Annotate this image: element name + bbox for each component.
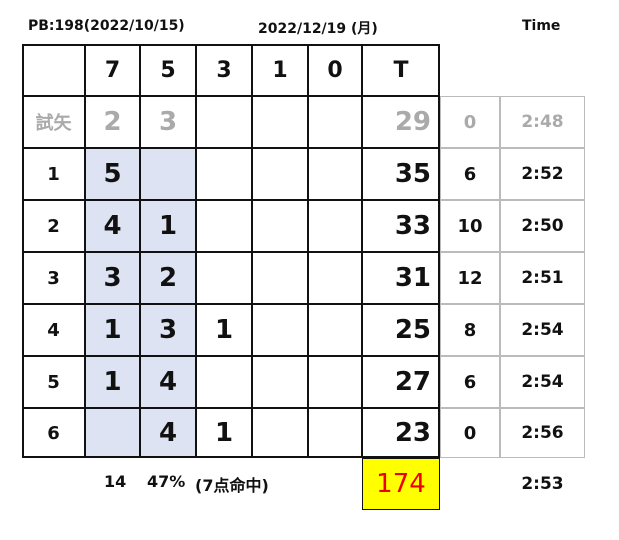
score-cell (252, 356, 308, 408)
score-cell (252, 148, 308, 200)
score-cell (308, 356, 362, 408)
score-cell: 4 (140, 408, 196, 458)
trial-time: 2:48 (500, 96, 585, 148)
score-cell: 2 (140, 252, 196, 304)
hits: 14 (104, 472, 127, 491)
row-label: 5 (22, 356, 85, 408)
trial-cell (308, 96, 362, 148)
score-cell: 1 (85, 304, 140, 356)
grand-total: 174 (362, 458, 440, 510)
score-cell (308, 252, 362, 304)
pb: PB:198(2022/10/15) (28, 18, 185, 34)
column-header: 5 (140, 44, 196, 96)
trial-cell (252, 96, 308, 148)
score-cell: 5 (85, 148, 140, 200)
score-cell: 3 (140, 304, 196, 356)
row-total: 23 (362, 408, 440, 458)
date: 2022/12/19 (月) (258, 21, 378, 37)
trial-cell (196, 96, 252, 148)
score-cell (252, 408, 308, 458)
score-cell (252, 252, 308, 304)
row-label: 4 (22, 304, 85, 356)
corner (22, 44, 85, 96)
note: (7点命中) (195, 476, 269, 495)
trial-total: 29 (362, 96, 440, 148)
score-cell (308, 408, 362, 458)
row-diff: 6 (440, 356, 500, 408)
column-header: 0 (308, 44, 362, 96)
row-label: 3 (22, 252, 85, 304)
score-cell: 1 (196, 304, 252, 356)
row-time: 2:56 (500, 408, 585, 458)
time-header: Time (522, 18, 561, 34)
score-cell (308, 304, 362, 356)
score-cell (308, 148, 362, 200)
score-cell (196, 252, 252, 304)
row-diff: 12 (440, 252, 500, 304)
row-diff: 10 (440, 200, 500, 252)
row-time: 2:50 (500, 200, 585, 252)
row-total: 35 (362, 148, 440, 200)
score-cell: 1 (85, 356, 140, 408)
row-total: 33 (362, 200, 440, 252)
score-cell (85, 408, 140, 458)
row-diff: 8 (440, 304, 500, 356)
row-diff: 0 (440, 408, 500, 458)
row-diff: 6 (440, 148, 500, 200)
score-cell: 4 (140, 356, 196, 408)
row-time: 2:54 (500, 304, 585, 356)
row-time: 2:52 (500, 148, 585, 200)
column-header: 1 (252, 44, 308, 96)
row-label: 6 (22, 408, 85, 458)
trial-cell: 3 (140, 96, 196, 148)
row-time: 2:54 (500, 356, 585, 408)
score-cell: 1 (140, 200, 196, 252)
score-cell (196, 200, 252, 252)
average-time: 2:53 (521, 474, 564, 494)
column-header: 7 (85, 44, 140, 96)
score-cell (252, 304, 308, 356)
row-total: 25 (362, 304, 440, 356)
row-time: 2:51 (500, 252, 585, 304)
score-cell (252, 200, 308, 252)
score-cell (140, 148, 196, 200)
score-cell (196, 356, 252, 408)
row-label: 2 (22, 200, 85, 252)
score-cell: 1 (196, 408, 252, 458)
row-total: 31 (362, 252, 440, 304)
score-cell (308, 200, 362, 252)
trial-cell: 2 (85, 96, 140, 148)
rate: 47% (147, 472, 186, 491)
row-total: 27 (362, 356, 440, 408)
row-label: 1 (22, 148, 85, 200)
column-header: 3 (196, 44, 252, 96)
score-cell: 4 (85, 200, 140, 252)
trial-label: 試矢 (22, 96, 85, 148)
column-header: T (362, 44, 440, 96)
score-cell: 3 (85, 252, 140, 304)
score-cell (196, 148, 252, 200)
trial-diff: 0 (440, 96, 500, 148)
